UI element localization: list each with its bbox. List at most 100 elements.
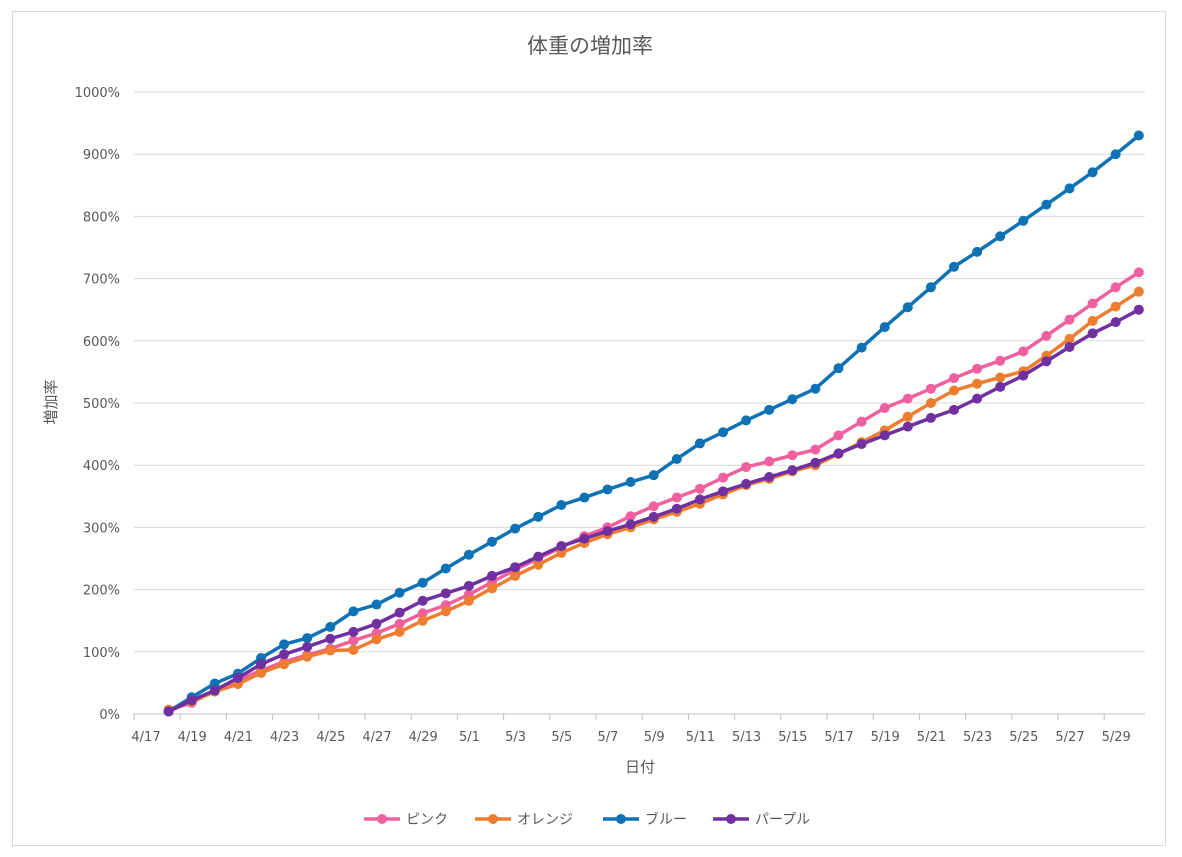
y-tick-label: 500% — [83, 397, 120, 412]
data-point — [1018, 215, 1029, 226]
legend-item-オレンジ: オレンジ — [475, 812, 573, 828]
data-point — [972, 393, 983, 404]
x-tick-label: 5/7 — [598, 730, 619, 745]
x-axis-title: 日付 — [625, 758, 655, 776]
data-point — [232, 672, 243, 683]
data-point — [1110, 301, 1121, 312]
legend-swatch-marker — [616, 814, 626, 824]
data-point — [1087, 328, 1098, 339]
data-point — [879, 430, 890, 441]
data-point — [325, 633, 336, 644]
data-point — [510, 523, 521, 534]
data-point — [1133, 130, 1144, 141]
data-point — [602, 484, 613, 495]
x-tick-label: 4/27 — [362, 730, 391, 745]
gridlines — [134, 91, 1145, 653]
data-point — [602, 526, 613, 537]
y-tick-label: 100% — [83, 646, 120, 661]
data-point — [440, 563, 451, 574]
data-point — [925, 412, 936, 423]
data-point — [440, 588, 451, 599]
data-point — [463, 549, 474, 560]
data-point — [463, 580, 474, 591]
data-point — [417, 595, 428, 606]
y-tick-label: 200% — [83, 584, 120, 599]
chart-title: 体重の増加率 — [527, 34, 653, 58]
chart-frame — [12, 11, 1166, 846]
data-point — [487, 583, 497, 594]
data-point — [671, 492, 682, 503]
data-point — [833, 363, 844, 374]
data-point — [856, 439, 867, 450]
x-tick-label: 5/23 — [963, 730, 992, 745]
data-point — [1041, 199, 1052, 210]
data-point — [1064, 342, 1075, 353]
data-point — [256, 667, 266, 678]
y-tick-label: 300% — [83, 521, 120, 536]
data-point — [694, 483, 705, 494]
data-point — [995, 372, 1006, 383]
data-point — [949, 404, 959, 415]
data-point — [348, 626, 359, 637]
data-point — [1041, 356, 1052, 367]
x-tick-label: 5/17 — [824, 730, 853, 745]
data-point — [810, 444, 821, 455]
y-tick-label: 800% — [83, 210, 120, 225]
x-tick-label: 5/15 — [778, 730, 807, 745]
x-tick-label: 4/19 — [178, 730, 207, 745]
data-point — [302, 651, 313, 662]
data-point — [556, 541, 567, 552]
data-point — [510, 570, 521, 581]
data-point — [718, 472, 728, 483]
x-tick-label: 5/27 — [1055, 730, 1084, 745]
data-point — [556, 547, 567, 558]
data-point — [579, 492, 590, 503]
data-point — [925, 383, 936, 394]
axes: 0% 100% 200% 300% 400% 500% 600% 700% 800% 900% 10… — [75, 86, 1145, 745]
data-point — [741, 462, 752, 473]
data-point — [995, 355, 1006, 366]
data-point — [371, 634, 382, 645]
x-tick-label: 5/21 — [917, 730, 946, 745]
data-point — [949, 385, 959, 396]
data-point — [394, 626, 405, 637]
data-point — [348, 606, 359, 617]
data-point — [648, 511, 659, 522]
data-point — [741, 415, 752, 426]
data-point — [995, 381, 1006, 392]
data-point — [671, 453, 682, 464]
legend-swatch-marker — [488, 814, 498, 824]
legend-label: ブルー — [645, 811, 687, 828]
data-point — [394, 607, 405, 618]
data-point — [972, 246, 983, 257]
x-tick-label: 5/5 — [551, 730, 572, 745]
data-point — [371, 599, 382, 610]
data-point — [1133, 267, 1144, 278]
data-point — [209, 678, 220, 689]
data-point — [1087, 298, 1098, 309]
y-tick-label: 900% — [83, 148, 120, 163]
data-point — [648, 501, 659, 512]
data-point — [417, 608, 428, 619]
data-point — [764, 456, 775, 467]
data-point — [302, 641, 313, 652]
data-point — [487, 570, 497, 581]
data-point — [579, 533, 590, 544]
data-point — [463, 595, 474, 606]
data-point — [1133, 304, 1144, 315]
x-tick-label: 5/13 — [732, 730, 761, 745]
x-tick-label: 5/1 — [459, 730, 480, 745]
data-point — [487, 536, 497, 547]
data-point — [279, 659, 290, 670]
data-point — [718, 486, 728, 497]
data-point — [1087, 315, 1098, 326]
legend-item-ブルー: ブルー — [603, 811, 687, 828]
series-line — [166, 289, 1141, 712]
x-tick-label: 5/29 — [1102, 730, 1131, 745]
series-group — [163, 130, 1144, 717]
data-point — [625, 519, 636, 530]
data-point — [879, 322, 890, 333]
data-point — [764, 404, 775, 415]
legend-label: オレンジ — [517, 812, 573, 828]
